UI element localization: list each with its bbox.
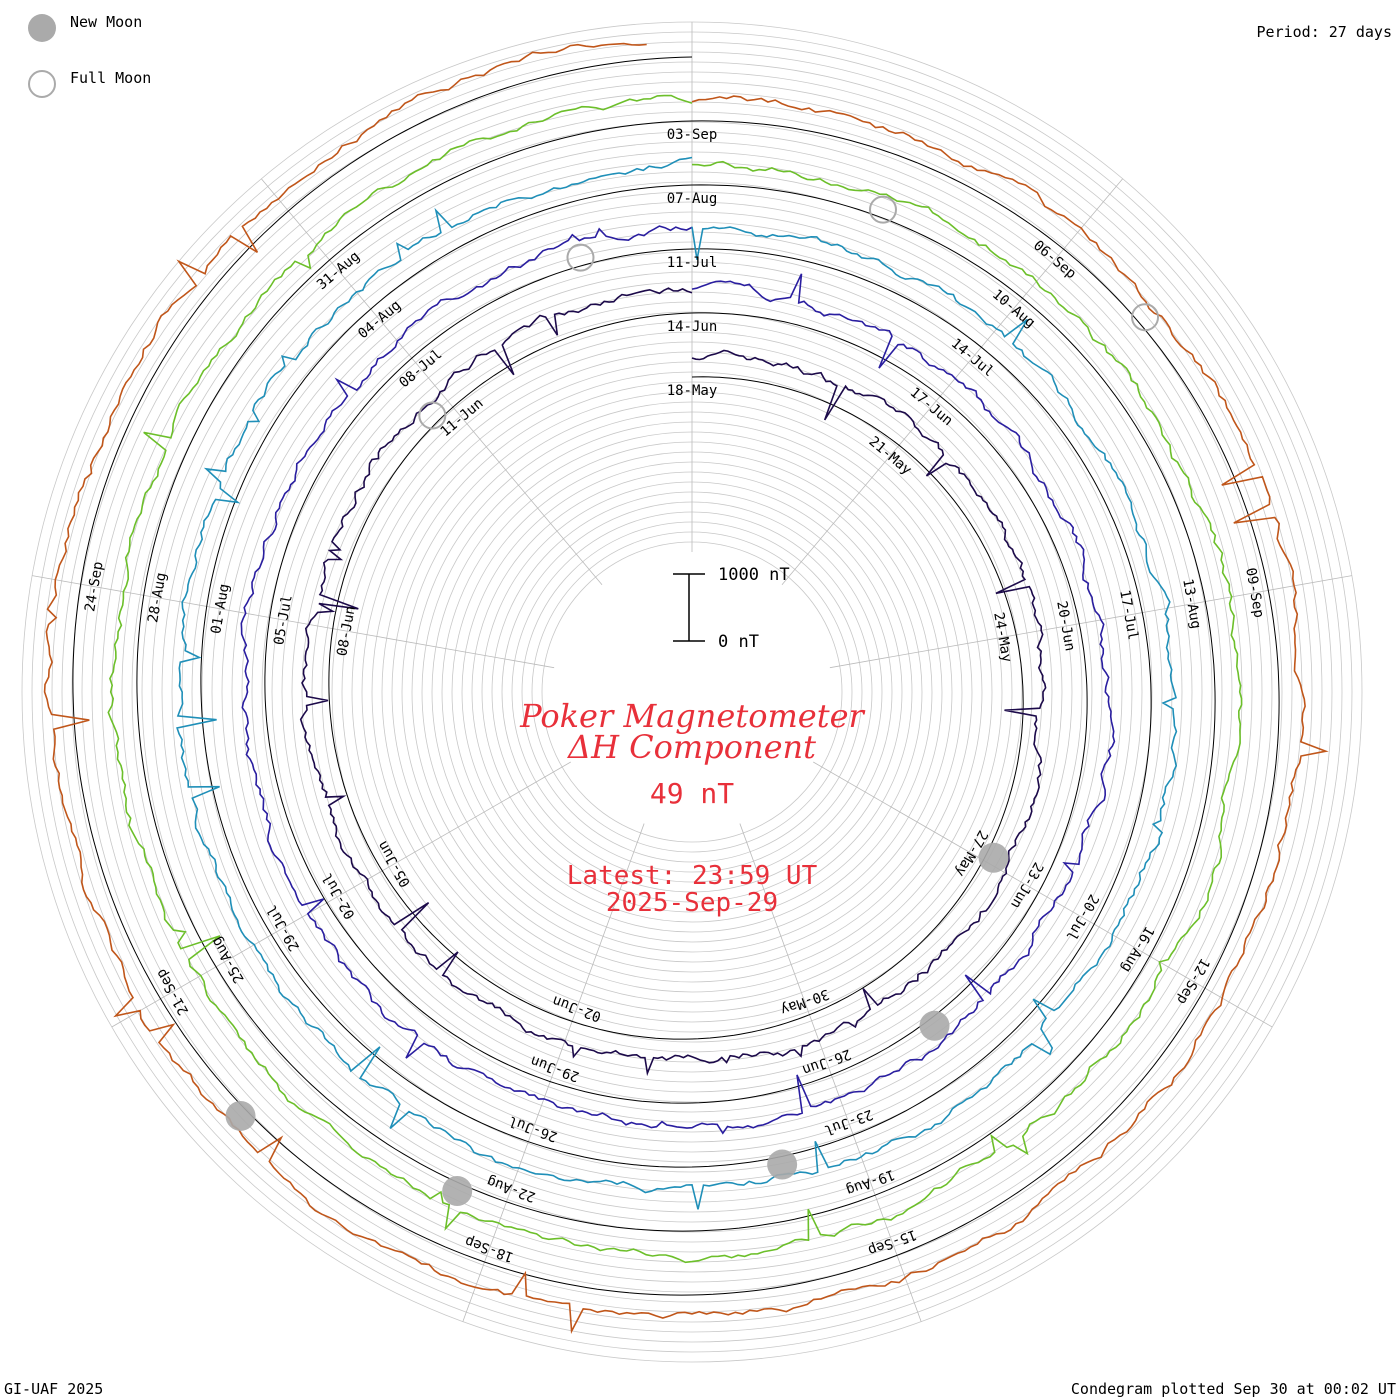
date-tick-label: 05-Jun [375,838,414,890]
new-moon-marker [978,842,1009,873]
trace-turn-0 [299,287,1047,1077]
period-label: Period: 27 days [1256,23,1392,41]
grid-spoke [813,761,1273,1028]
new-moon-marker [767,1149,798,1180]
grid-spoke [261,178,603,586]
chart-moon-markers [225,195,1160,1206]
grid-spoke [462,823,645,1322]
full-moon-legend-label: Full Moon [70,69,152,87]
date-tick-label: 08-Jun [334,605,359,658]
chart-grid [21,21,1363,1363]
new-moon-marker [919,1010,950,1041]
date-tick-label: 28-Aug [145,571,170,624]
date-tick-label: 26-Jul [507,1112,560,1144]
date-tick-label: 14-Jul [948,336,997,381]
full-moon-marker [868,195,897,224]
date-tick-label: 25-Aug [209,934,248,986]
date-tick-label: 16-Aug [1118,923,1157,975]
grid-circle [541,541,843,843]
grid-spoke [739,823,922,1322]
footer-credit: GI-UAF 2025 [4,1380,104,1398]
date-tick-label: 02-Jul [319,870,358,922]
trace-turn-1 [240,225,1116,1135]
date-tick-label: 13-Aug [1179,578,1204,631]
grid-circle [531,531,853,853]
full-moon-marker [418,401,447,430]
grid-circle [521,521,863,863]
date-tick-label: 20-Jun [1053,600,1078,653]
trace-turn-2 [176,156,1178,1210]
chart-traces [43,42,1329,1334]
date-tick-label: 05-Jul [271,594,296,647]
date-tick-label: 17-Jul [1116,589,1141,642]
date-tick-label: 31-Aug [314,248,363,293]
new-moon-marker [442,1175,473,1206]
date-tick-label: 22-Aug [485,1173,538,1205]
date-tick-label: 04-Aug [355,297,404,342]
date-tick-label: 15-Sep [866,1226,919,1258]
grid-spoke [32,575,555,669]
grid-spoke [781,178,1123,586]
new-moon-legend-label: New Moon [70,13,143,31]
date-tick-label: 10-Aug [989,287,1038,332]
date-tick-label: 14-Jun [667,319,718,335]
date-tick-label: 19-Aug [844,1166,897,1198]
new-moon-marker [225,1100,256,1131]
grid-circle [501,501,883,883]
grid-circle [511,511,873,873]
date-tick-label: 06-Sep [1030,238,1079,283]
date-tick-label: 24-May [990,611,1015,664]
grid-spoke [111,761,571,1028]
trace-turn-4 [43,42,1329,1334]
date-tick-label: 21-Sep [153,966,192,1018]
grid-spoke [829,575,1352,669]
trace-turn-3 [107,94,1243,1264]
date-tick-label: 24-Sep [82,560,107,613]
full-moon-marker [1131,303,1160,332]
full-moon-marker [566,243,595,272]
date-tick-label: 23-Jul [822,1106,875,1138]
footer-plot-time: Condegram plotted Sep 30 at 00:02 UT [1070,1380,1396,1398]
date-tick-label: 03-Sep [667,127,718,143]
date-tick-label: 07-Aug [667,191,718,207]
spiral-baseline [72,56,1280,1296]
date-tick-label: 18-May [667,383,718,399]
date-tick-label: 11-Jul [667,255,718,271]
date-tick-label: 23-Jun [1007,859,1046,911]
date-tick-label: 26-Jun [800,1046,853,1078]
